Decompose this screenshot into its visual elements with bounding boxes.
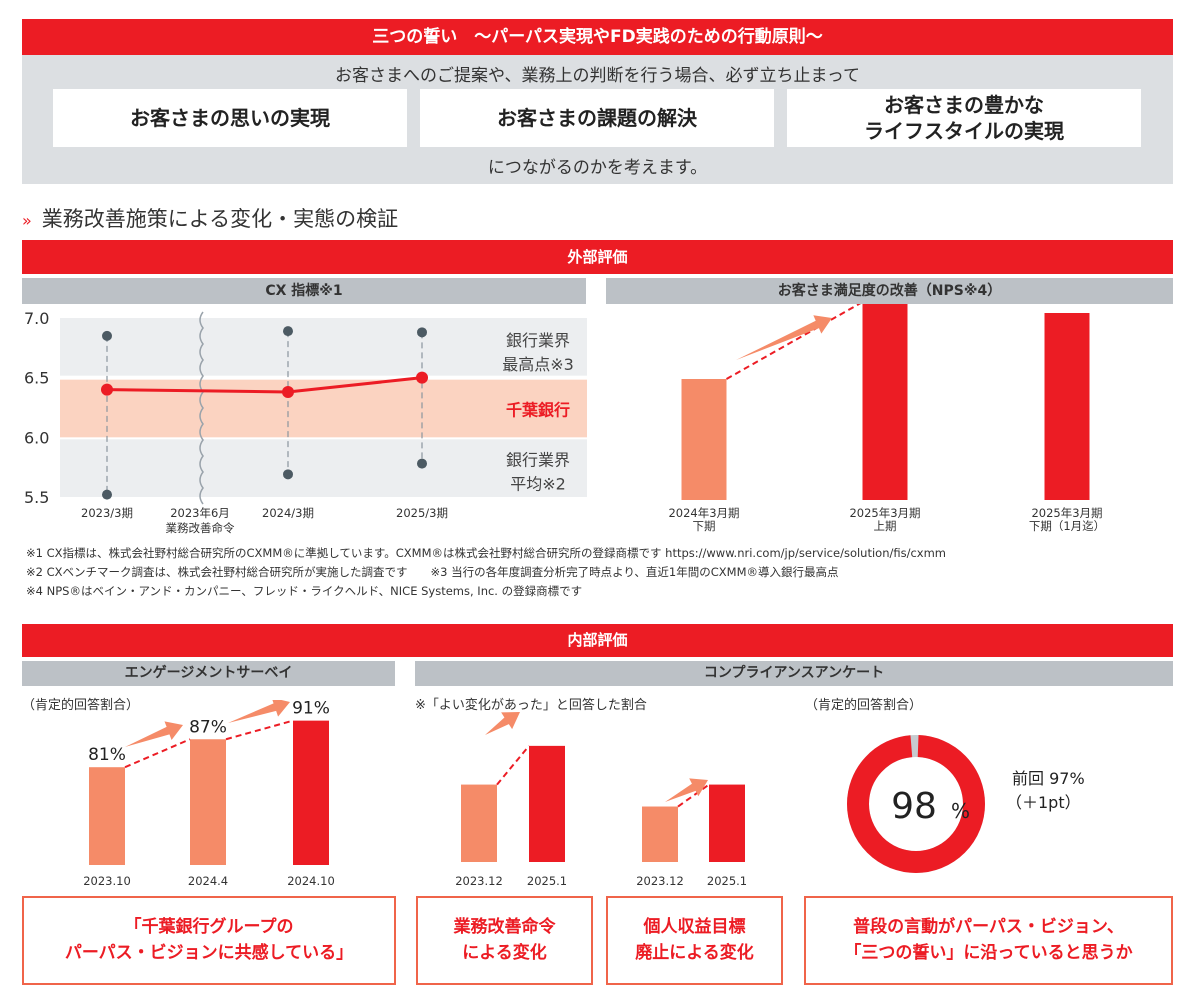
y-tick-label: 6.5: [24, 369, 49, 388]
nps-header: お客さま満足度の改善（NPS※4）: [606, 278, 1173, 304]
pledge-lead: お客さまへのご提案や、業務上の判断を行う場合、必ず立ち止まって: [335, 66, 860, 86]
section-heading: » 業務改善施策による変化・実態の検証: [22, 203, 398, 233]
x-tick-label: 2023.12: [455, 874, 503, 888]
nps-bar: [862, 304, 908, 500]
compliance-donut-chart: 98 % 前回 97% （＋1pt）: [847, 735, 1085, 873]
compliance-bar: [529, 745, 565, 862]
x-tick-label: 2024.4: [188, 874, 228, 888]
cx-line-chart: 銀行業界最高点※3千葉銀行銀行業界平均※27.06.56.05.52023/3期…: [24, 309, 587, 535]
trend-line: [726, 304, 861, 380]
engagement-bar: [190, 739, 226, 865]
pledge-tail: につながるのかを考えます。: [487, 158, 708, 178]
x-tick-label: 2023.12: [636, 874, 684, 888]
external-evaluation-banner: 外部評価: [22, 240, 1173, 274]
band-0: [60, 318, 587, 376]
engagement-bar: [293, 720, 329, 865]
pledge-card-3: お客さまの豊かな ライフスタイルの実現: [787, 89, 1141, 147]
x-tick-label: 2024/3期: [262, 506, 314, 520]
up-arrow-icon: [228, 700, 290, 723]
internal-evaluation-banner: 内部評価: [22, 624, 1173, 657]
trend-line: [124, 738, 191, 769]
footnote-1: ※1 CX指標は、株式会社野村総合研究所のCXMM®に準拠しています。CXMM®…: [26, 546, 947, 560]
x-tick-label: 2024年3月期: [668, 506, 739, 520]
donut-center-value: 98: [891, 786, 937, 827]
nps-bar: [1044, 313, 1090, 500]
chiba-bank-point: [101, 383, 113, 396]
data-label: 91%: [292, 700, 330, 719]
up-arrow-icon: [736, 315, 832, 360]
compliance-bar: [642, 806, 678, 862]
chiba-bank-point: [416, 371, 428, 384]
x-tick-label: 上期: [874, 519, 897, 533]
pledge-card-2: お客さまの課題の解決: [420, 89, 774, 147]
nps-bar: [681, 379, 727, 500]
up-arrow-icon: [125, 721, 183, 747]
compliance-bar: [461, 784, 497, 862]
trend-line: [677, 783, 710, 808]
up-arrow-icon: [665, 778, 708, 802]
chevron-double-right-icon: »: [22, 211, 32, 230]
engagement-header: エンゲージメントサーベイ: [22, 661, 395, 686]
x-tick-label: 2025.1: [707, 874, 747, 888]
y-tick-label: 7.0: [24, 309, 49, 328]
engagement-note: （肯定的回答割合）: [22, 698, 140, 713]
trend-line: [496, 745, 530, 786]
band-label: 平均※2: [510, 474, 566, 493]
pledge-title: 三つの誓い ～パーパス実現やFD実践のための行動原則～: [22, 19, 1173, 55]
compliance-note: ※「よい変化があった」と回答した割合: [415, 698, 647, 713]
chiba-bank-point: [282, 385, 294, 398]
footnote-3: ※4 NPS®はベイン・アンド・カンパニー、フレッド・ライクヘルド、NICE S…: [26, 584, 583, 598]
x-tick-label: 2025年3月期: [849, 506, 920, 520]
previous-value: 前回 97%: [1012, 769, 1085, 788]
industry-average-point: [417, 458, 427, 469]
donut-center-unit: %: [951, 799, 970, 823]
x-tick-label: 下期（1月迄）: [1029, 519, 1105, 533]
industry-average-point: [283, 469, 293, 480]
event-marker-label: 2023年6月: [170, 506, 230, 520]
data-label: 87%: [189, 717, 227, 737]
x-tick-label: 2023/3期: [81, 506, 133, 520]
y-tick-label: 5.5: [24, 488, 49, 507]
break-marker: [199, 311, 204, 505]
industry-high-point: [283, 326, 293, 337]
x-tick-label: 2025年3月期: [1031, 506, 1102, 520]
delta-value: （＋1pt）: [1006, 793, 1081, 812]
engagement-bar: [89, 767, 125, 865]
compliance-header: コンプライアンスアンケート: [415, 661, 1173, 686]
industry-high-point: [102, 330, 112, 341]
band-label: 千葉銀行: [506, 401, 570, 420]
pledge-alignment-box: 普段の言動がパーパス・ビジョン、 「三つの誓い」に沿っていると思うか: [804, 896, 1173, 985]
three-pledges-panel: 三つの誓い ～パーパス実現やFD実践のための行動原則～ お客さまへのご提案や、業…: [22, 19, 1173, 184]
engagement-bar-chart: 81% 2023.10 87% 2024.4 91% 2024.10: [83, 700, 335, 888]
band-label: 銀行業界: [506, 331, 570, 350]
band-2: [60, 439, 587, 497]
industry-average-point: [102, 489, 112, 500]
compliance-bar-charts: 2023.12 2025.1 2023.12 2025.1: [455, 712, 747, 888]
footnote-2: ※2 CXベンチマーク調査は、株式会社野村総合研究所が実施した調査です ※3 当…: [26, 565, 839, 579]
x-tick-label: 2024.10: [287, 874, 335, 888]
x-tick-label: 2025/3期: [396, 506, 448, 520]
compliance-bar: [709, 784, 745, 862]
engagement-question-box: 「千葉銀行グループの パーパス・ビジョンに共感している」: [22, 896, 396, 985]
band-label: 最高点※3: [502, 355, 574, 374]
event-marker-label: 業務改善命令: [166, 521, 235, 535]
x-tick-label: 下期: [693, 519, 716, 533]
section-title: 業務改善施策による変化・実態の検証: [41, 207, 399, 231]
target-abolition-box: 個人収益目標 廃止による変化: [606, 896, 783, 985]
cx-header: CX 指標※1: [22, 278, 586, 304]
x-tick-label: 2025.1: [527, 874, 567, 888]
y-tick-label: 6.0: [24, 428, 49, 447]
up-arrow-icon: [485, 712, 520, 735]
donut-note: （肯定的回答割合）: [805, 698, 923, 713]
trend-line: [225, 719, 294, 741]
order-change-box: 業務改善命令 による変化: [416, 896, 593, 985]
band-label: 銀行業界: [506, 450, 570, 469]
x-tick-label: 2023.10: [83, 874, 131, 888]
industry-high-point: [417, 327, 427, 338]
data-label: 81%: [88, 745, 126, 765]
pledge-card-1: お客さまの思いの実現: [53, 89, 407, 147]
donut-value-arc: [847, 735, 985, 873]
